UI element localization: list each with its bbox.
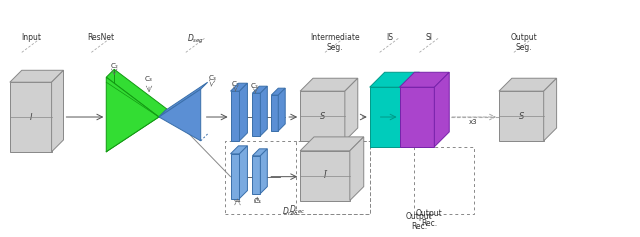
Text: D$_{rec}$: D$_{rec}$ (282, 206, 298, 219)
Text: Output
Rec.: Output Rec. (406, 212, 433, 231)
Text: ResNet: ResNet (88, 32, 115, 41)
Text: S: S (518, 112, 524, 121)
Text: Output
Seg.: Output Seg. (511, 32, 537, 52)
Text: Output
Rec.: Output Rec. (416, 209, 443, 228)
Text: C₁: C₁ (234, 196, 241, 202)
Polygon shape (499, 78, 557, 91)
Polygon shape (278, 88, 285, 131)
Polygon shape (10, 70, 63, 82)
Polygon shape (300, 78, 358, 91)
Text: Input: Input (22, 32, 42, 41)
Polygon shape (399, 87, 435, 147)
Polygon shape (300, 91, 345, 141)
Polygon shape (499, 91, 544, 141)
Polygon shape (52, 70, 63, 152)
Polygon shape (159, 89, 201, 141)
Polygon shape (260, 149, 268, 194)
Polygon shape (404, 72, 419, 147)
Polygon shape (260, 86, 268, 136)
Polygon shape (370, 87, 404, 147)
Polygon shape (252, 149, 268, 156)
Polygon shape (239, 146, 248, 199)
Polygon shape (252, 86, 268, 93)
Bar (225, 141, 370, 214)
Polygon shape (106, 77, 159, 152)
Polygon shape (230, 91, 239, 141)
Polygon shape (271, 88, 285, 95)
Text: D$_{rec}$: D$_{rec}$ (289, 204, 305, 216)
Text: C₁: C₁ (232, 81, 239, 87)
Text: SI: SI (426, 32, 433, 41)
Polygon shape (10, 82, 52, 152)
Polygon shape (435, 72, 449, 147)
Polygon shape (271, 95, 278, 131)
Polygon shape (106, 69, 167, 117)
Polygon shape (399, 72, 449, 87)
Text: IS: IS (386, 32, 393, 41)
Polygon shape (159, 82, 207, 117)
Text: C₂: C₂ (110, 63, 118, 69)
Text: C₃: C₃ (145, 76, 153, 82)
Polygon shape (300, 137, 364, 151)
Polygon shape (300, 151, 350, 201)
Bar (415, 147, 474, 214)
Text: C₃: C₃ (209, 75, 216, 81)
Polygon shape (370, 72, 419, 87)
Bar (296, 141, 370, 214)
Polygon shape (544, 78, 557, 141)
Polygon shape (350, 137, 364, 201)
Text: C₂: C₂ (253, 199, 261, 205)
Polygon shape (252, 93, 260, 136)
Polygon shape (345, 78, 358, 141)
Text: C₂: C₂ (250, 83, 259, 89)
Polygon shape (239, 83, 248, 141)
Text: Intermediate
Seg.: Intermediate Seg. (310, 32, 360, 52)
Polygon shape (230, 154, 239, 199)
Polygon shape (230, 83, 248, 91)
Text: Ĩ: Ĩ (324, 171, 326, 180)
Polygon shape (230, 146, 248, 154)
Text: S: S (320, 112, 325, 121)
Text: $D_{seg}$: $D_{seg}$ (187, 32, 204, 46)
Text: x3: x3 (468, 119, 477, 125)
Text: I: I (29, 113, 32, 122)
Polygon shape (252, 156, 260, 194)
